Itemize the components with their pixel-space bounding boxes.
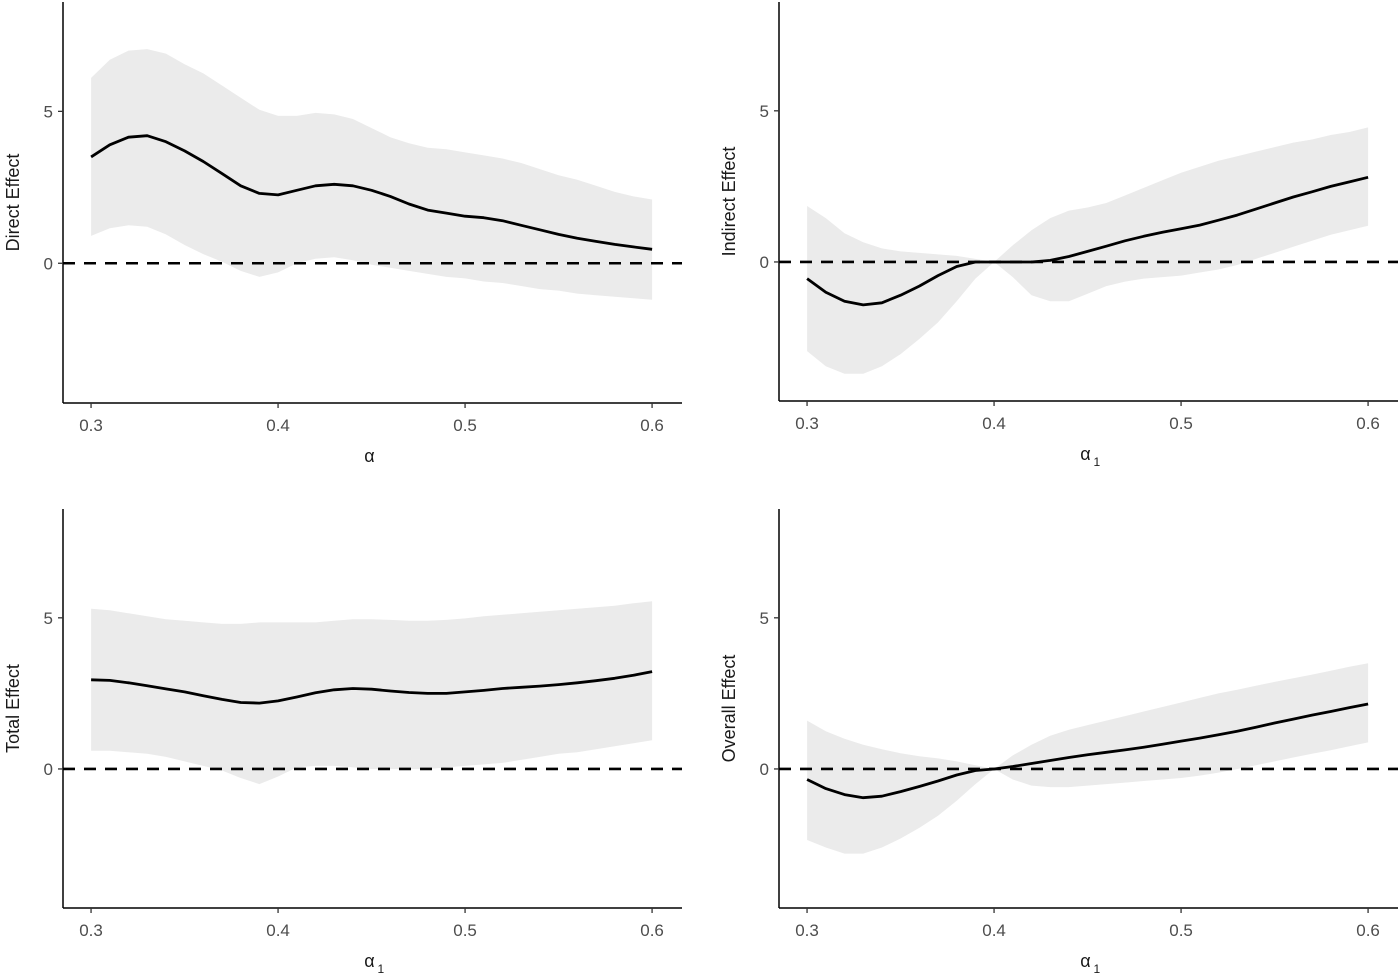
estimate-line (91, 670, 653, 705)
estimate-line (90, 134, 653, 251)
x-axis-title: α (1080, 951, 1090, 971)
y-tick-label: 0 (760, 760, 769, 779)
x-tick-label: 0.5 (453, 416, 477, 435)
confidence-band (91, 601, 653, 785)
panel-3: 0.3 0.4 0.5 0.6 0 5 α 1 Total Effect (3, 509, 682, 973)
x-tick-label: 0.5 (1169, 921, 1193, 940)
panel-1: 0.3 0.4 0.5 0.6 0 5 α Direct Effect (3, 2, 682, 466)
y-axis-title: Indirect Effect (719, 147, 739, 257)
y-axis-title: Direct Effect (3, 154, 23, 252)
x-axis-title: α (364, 446, 374, 466)
x-tick-label: 0.3 (79, 416, 103, 435)
confidence-band (807, 663, 1369, 854)
y-tick-label: 5 (760, 609, 769, 628)
x-tick-label: 0.4 (266, 416, 290, 435)
x-tick-label: 0.6 (1356, 414, 1380, 433)
y-tick-label: 0 (44, 254, 53, 273)
y-tick-label: 5 (760, 102, 769, 121)
panel-4: 0.3 0.4 0.5 0.6 0 5 α 1 Overall Effect (719, 509, 1398, 973)
y-axis-title: Total Effect (3, 664, 23, 753)
x-tick-label: 0.4 (982, 414, 1006, 433)
x-tick-label: 0.3 (795, 414, 819, 433)
x-tick-label: 0.6 (640, 921, 664, 940)
x-tick-label: 0.6 (1356, 921, 1380, 940)
x-tick-label: 0.4 (982, 921, 1006, 940)
x-tick-label: 0.4 (266, 921, 290, 940)
y-tick-label: 5 (44, 609, 53, 628)
x-axis-title-subscript: 1 (1094, 962, 1101, 973)
estimate-line (806, 702, 1369, 800)
x-axis-title-subscript: 1 (378, 962, 385, 973)
x-tick-label: 0.5 (1169, 414, 1193, 433)
x-axis-title-subscript: 1 (1094, 455, 1101, 469)
x-axis-title: α (1080, 444, 1090, 464)
confidence-band (91, 49, 653, 300)
y-tick-label: 0 (760, 253, 769, 272)
x-tick-label: 0.6 (640, 416, 664, 435)
x-tick-label: 0.5 (453, 921, 477, 940)
x-tick-label: 0.3 (79, 921, 103, 940)
y-tick-label: 5 (44, 102, 53, 121)
x-tick-label: 0.3 (795, 921, 819, 940)
x-axis-title: α (364, 951, 374, 971)
y-tick-label: 0 (44, 760, 53, 779)
y-axis-title: Overall Effect (719, 655, 739, 763)
estimate-line (806, 175, 1369, 307)
panel-2: 0.3 0.4 0.5 0.6 0 5 α 1 Indirect Effect (719, 2, 1398, 469)
